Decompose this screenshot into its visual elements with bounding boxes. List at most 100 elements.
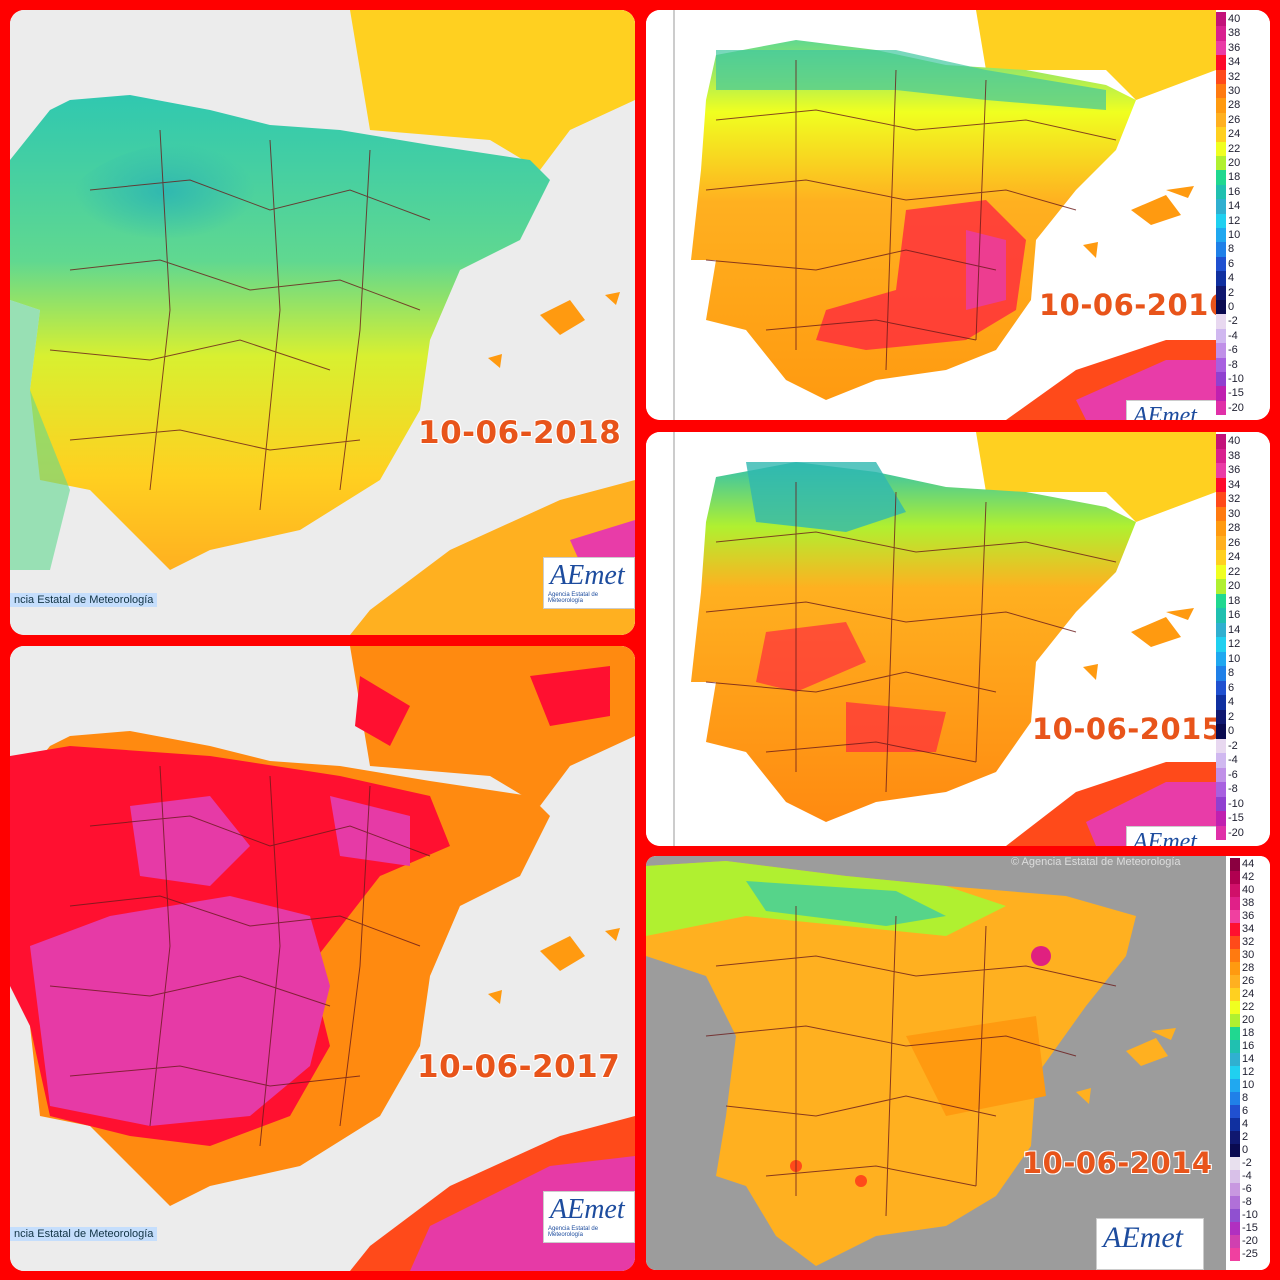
scale-row: 24 [1216, 550, 1270, 565]
scale-swatch [1230, 1053, 1240, 1066]
scale-swatch [1216, 695, 1226, 710]
logo-subtitle: Agencia Estatal de Meteorología [548, 1226, 599, 1238]
scale-label: 6 [1242, 1105, 1249, 1117]
scale-row: 20 [1216, 579, 1270, 594]
scale-label: 26 [1228, 113, 1241, 126]
scale-swatch [1230, 884, 1240, 897]
date-label-2015: 10-06-2015 [1032, 712, 1223, 746]
scale-swatch [1216, 69, 1226, 84]
scale-swatch [1216, 256, 1226, 272]
scale-swatch [1216, 386, 1226, 401]
scale-label: 34 [1228, 56, 1241, 69]
scale-swatch [1230, 1222, 1240, 1235]
scale-label: -8 [1242, 1196, 1252, 1208]
scale-swatch [1216, 184, 1226, 200]
scale-swatch [1216, 477, 1226, 492]
scale-row: -8 [1216, 782, 1270, 797]
scale-row: 2 [1230, 1131, 1270, 1144]
scale-label: 28 [1228, 99, 1241, 112]
scale-row: 20 [1216, 156, 1270, 171]
scale-row: 10 [1230, 1079, 1270, 1092]
scale-row: 26 [1216, 535, 1270, 550]
scale-row: 38 [1216, 448, 1270, 463]
scale-swatch [1230, 1040, 1240, 1053]
scale-row: 42 [1230, 871, 1270, 884]
logo-text: AEmet [1133, 829, 1197, 846]
scale-swatch [1230, 1079, 1240, 1092]
temperature-map-2018 [10, 10, 635, 635]
scale-swatch [1216, 228, 1226, 243]
scale-swatch [1216, 213, 1226, 228]
scale-row: 8 [1216, 242, 1270, 257]
scale-label: 8 [1228, 243, 1235, 256]
scale-label: 0 [1228, 725, 1235, 737]
scale-label: 18 [1242, 1027, 1255, 1039]
scale-swatch [1216, 782, 1226, 797]
scale-swatch [1230, 1209, 1240, 1222]
scale-row: 0 [1230, 1144, 1270, 1157]
scale-swatch [1216, 666, 1226, 681]
scale-label: 18 [1228, 171, 1241, 184]
scale-label: 38 [1228, 27, 1241, 40]
scale-label: -20 [1228, 401, 1244, 414]
scale-swatch [1216, 709, 1226, 724]
aemet-logo: AEmet Agencia Estatal de Meteorología [543, 1191, 635, 1243]
scale-swatch [1230, 988, 1240, 1001]
scale-swatch [1230, 1144, 1240, 1157]
scale-swatch [1216, 271, 1226, 286]
scale-label: -10 [1228, 373, 1244, 385]
scale-row: 40 [1230, 884, 1270, 897]
scale-swatch [1216, 753, 1226, 768]
scale-row: -6 [1230, 1183, 1270, 1196]
scale-row: 16 [1230, 1040, 1270, 1053]
scale-row: 16 [1216, 608, 1270, 623]
scale-label: 24 [1228, 128, 1241, 141]
scale-swatch [1216, 400, 1226, 416]
scale-swatch [1230, 1196, 1240, 1209]
scale-row: -20 [1216, 400, 1270, 416]
scale-swatch [1216, 651, 1226, 666]
scale-label: 16 [1228, 609, 1241, 621]
scale-swatch [1230, 1118, 1240, 1131]
scale-label: 0 [1242, 1144, 1249, 1156]
scale-row: -15 [1216, 811, 1270, 826]
scale-swatch [1216, 492, 1226, 507]
scale-swatch [1216, 314, 1226, 329]
scale-label: -15 [1242, 1222, 1258, 1234]
scale-label: 34 [1228, 478, 1241, 491]
aemet-logo: AEmet [1126, 400, 1218, 420]
scale-label: 38 [1228, 449, 1241, 462]
scale-swatch [1230, 1170, 1240, 1183]
scale-label: 4 [1228, 272, 1235, 285]
scale-swatch [1216, 811, 1226, 826]
scale-swatch [1216, 98, 1226, 113]
scale-label: 32 [1242, 936, 1255, 948]
scale-swatch [1216, 170, 1226, 185]
scale-label: -15 [1228, 812, 1244, 824]
scale-swatch [1216, 112, 1226, 128]
scale-row: 0 [1216, 300, 1270, 315]
scale-row: 22 [1216, 564, 1270, 579]
scale-label: 30 [1242, 949, 1255, 961]
scale-row: -4 [1230, 1170, 1270, 1183]
scale-row: -4 [1216, 328, 1270, 344]
scale-swatch [1216, 55, 1226, 70]
scale-row: 36 [1216, 40, 1270, 56]
scale-swatch [1216, 622, 1226, 637]
scale-swatch [1230, 1183, 1240, 1196]
scale-row: 2 [1216, 285, 1270, 300]
credit-text: ncia Estatal de Meteorología [10, 1227, 158, 1241]
map-panel-2018: 10-06-2018 ncia Estatal de Meteorología … [10, 10, 635, 635]
scale-swatch [1230, 910, 1240, 923]
scale-row: -25 [1230, 1248, 1270, 1261]
scale-label: -4 [1228, 754, 1238, 766]
logo-text: AEmet [550, 1194, 625, 1225]
date-label-2017: 10-06-2017 [417, 1049, 621, 1085]
scale-swatch [1216, 199, 1226, 214]
aemet-logo: AEmet [1126, 826, 1218, 846]
scale-label: 36 [1228, 41, 1241, 54]
aemet-logo: AEmet [1096, 1218, 1204, 1270]
scale-row: -10 [1230, 1209, 1270, 1222]
temperature-map-2015 [646, 432, 1216, 846]
scale-label: 2 [1228, 286, 1235, 299]
